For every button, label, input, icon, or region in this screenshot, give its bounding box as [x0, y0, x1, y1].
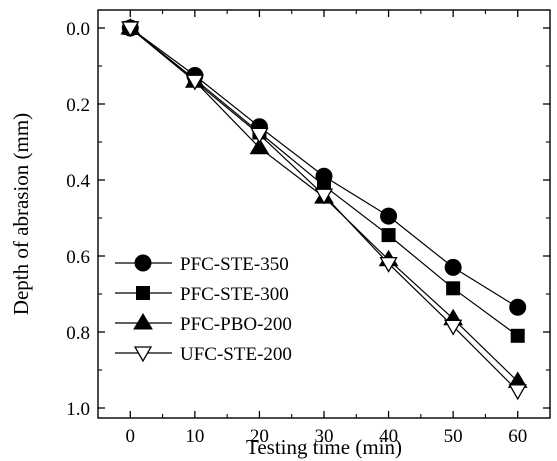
data-point [121, 21, 140, 38]
x-tick-label: 40 [379, 426, 398, 447]
data-point [379, 256, 398, 273]
legend-marker [136, 286, 150, 300]
y-axis-title: Depth of abrasion (mm) [9, 113, 33, 315]
y-tick-label: 1.0 [66, 399, 90, 420]
y-tick-label: 0.2 [66, 95, 90, 116]
legend-label: PFC-PBO-200 [180, 314, 292, 335]
x-tick-label: 20 [250, 426, 269, 447]
data-point [510, 328, 525, 343]
x-axis: 0 10 20 30 40 50 60 [126, 10, 527, 447]
legend-item: PFC-STE-350 [115, 254, 289, 275]
y-tick-label: 0.6 [66, 247, 90, 268]
data-point [380, 207, 398, 225]
x-tick-label: 50 [444, 426, 463, 447]
legend-label: PFC-STE-300 [180, 284, 289, 305]
data-point [508, 384, 527, 401]
data-point [446, 281, 461, 296]
data-point [509, 298, 527, 316]
y-tick-label: 0.0 [66, 19, 90, 40]
y-tick-label: 0.4 [66, 171, 90, 192]
legend-item: UFC-STE-200 [115, 344, 292, 365]
legend-label: UFC-STE-200 [180, 344, 292, 365]
data-point [314, 188, 334, 205]
y-axis: 0.0 0.2 0.4 0.6 0.8 1.0 [66, 19, 550, 420]
y-tick-label: 0.8 [66, 323, 90, 344]
data-point [249, 137, 270, 155]
legend-item: PFC-STE-300 [115, 284, 289, 305]
data-point [185, 74, 204, 91]
series-layer [120, 18, 528, 401]
series-ufc-ste-200 [121, 21, 527, 401]
legend: PFC-STE-350 PFC-STE-300 PFC-PBO-200 UFC-STE… [115, 254, 292, 365]
data-point [250, 127, 269, 144]
legend-marker [134, 254, 152, 272]
legend-marker [133, 346, 153, 363]
plot-frame [97, 9, 551, 419]
legend-label: PFC-STE-350 [180, 254, 289, 275]
legend-item: PFC-PBO-200 [115, 313, 292, 335]
x-tick-label: 10 [185, 426, 204, 447]
x-tick-label: 0 [126, 426, 136, 447]
data-point [444, 319, 463, 336]
x-axis-title: Testing time (min) [246, 435, 402, 459]
data-point [381, 228, 396, 243]
x-tick-label: 30 [315, 426, 334, 447]
x-tick-label: 60 [508, 426, 527, 447]
legend-marker [133, 313, 153, 330]
data-point [444, 258, 462, 276]
